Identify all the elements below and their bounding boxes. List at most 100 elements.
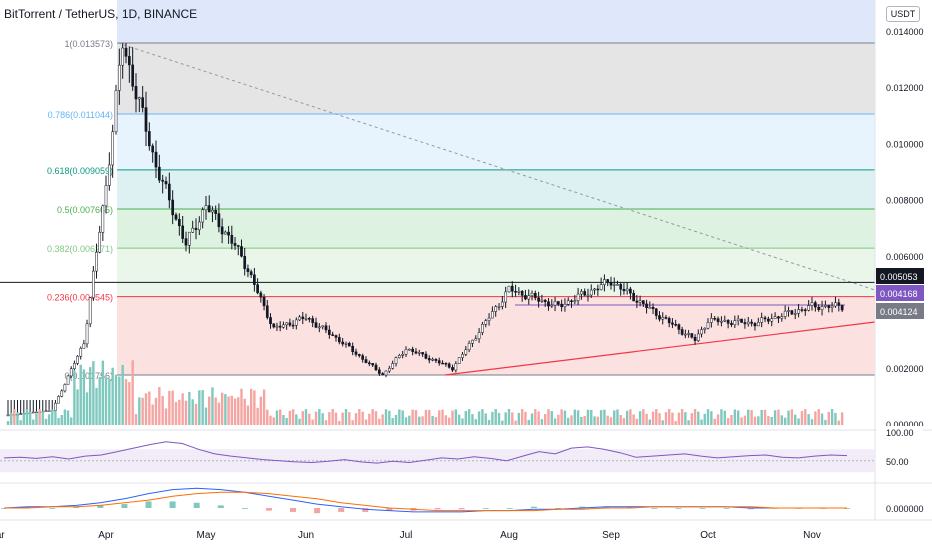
macd-histogram-bar [362, 508, 369, 512]
volume-bar [693, 409, 697, 425]
macd-histogram-bar [49, 508, 56, 509]
candle-up [137, 97, 141, 100]
macd-histogram-bar [699, 508, 706, 509]
volume-bar [622, 418, 626, 425]
volume-bar [807, 414, 810, 425]
candle-up [285, 322, 288, 326]
volume-bar [171, 390, 174, 425]
candle-up [294, 319, 298, 326]
candle-down [265, 305, 269, 318]
candle-up [44, 410, 48, 412]
candle-down [157, 166, 161, 181]
volume-bar [191, 399, 194, 425]
candle-up [540, 299, 544, 302]
volume-bar [583, 415, 586, 425]
candle-down [447, 363, 451, 368]
candle-down [790, 310, 794, 315]
macd-histogram-bar [265, 508, 272, 511]
volume-bar [391, 418, 394, 425]
volume-bar [421, 416, 424, 425]
candle-up [211, 209, 214, 213]
volume-bar [331, 409, 334, 425]
candle-down [763, 317, 767, 320]
candle-up [35, 411, 38, 414]
candle-up [783, 310, 787, 317]
volume-bar [418, 416, 421, 425]
volume-bar [570, 415, 573, 425]
volume-bar [697, 411, 700, 425]
candle-up [114, 90, 118, 133]
price-tick-label: 0.014000 [886, 27, 924, 37]
candle-down [220, 226, 224, 235]
candle-up [417, 352, 421, 354]
candle-up [720, 320, 723, 323]
volume-bar [158, 387, 161, 425]
volume-bar [414, 410, 418, 425]
candle-up [773, 316, 777, 319]
candle-down [533, 292, 537, 299]
candle-up [31, 411, 35, 414]
candle-down [622, 289, 626, 292]
volume-bar [474, 419, 477, 425]
candle-down [233, 243, 237, 246]
volume-bar [311, 419, 314, 425]
fib-top-zone [117, 0, 875, 43]
volume-bar [108, 378, 111, 425]
volume-bar [431, 415, 434, 425]
volume-bar [484, 413, 487, 425]
volume-bar [124, 379, 128, 425]
candle-down [645, 303, 648, 309]
fib-level-label: 0.382(0.006271) [47, 244, 113, 254]
candle-down [364, 359, 368, 364]
volume-bar [794, 414, 797, 425]
rsi-tick-label: 50.00 [886, 457, 909, 467]
volume-bar [590, 409, 593, 425]
volume-bar [269, 415, 272, 425]
volume-bar [57, 418, 60, 425]
candle-up [66, 375, 70, 385]
candle-up [304, 318, 308, 320]
currency-button[interactable]: USDT [886, 6, 920, 22]
candle-down [609, 282, 613, 286]
volume-bar [121, 364, 124, 425]
volume-bar [314, 411, 318, 425]
volume-bar [753, 416, 757, 425]
candle-up [404, 349, 408, 355]
candle-down [606, 279, 610, 283]
volume-bar [243, 398, 246, 425]
candle-up [603, 279, 606, 285]
candle-up [580, 291, 583, 295]
candle-down [377, 369, 381, 374]
candle-down [543, 299, 547, 302]
ascending-trendline [444, 321, 876, 376]
candle-up [457, 357, 461, 364]
volume-bar [700, 419, 703, 425]
candle-up [431, 358, 434, 361]
volume-bar [747, 409, 750, 425]
volume-bar [301, 411, 304, 425]
volume-bar [278, 409, 282, 425]
candle-down [327, 329, 331, 335]
volume-bar [736, 410, 740, 425]
volume-bar [128, 382, 131, 425]
candle-up [224, 231, 227, 235]
candle-up [107, 164, 111, 186]
rsi-tick-label: 100.00 [886, 428, 914, 438]
volume-bar [88, 367, 92, 425]
candle-up [834, 302, 837, 307]
volume-bar [540, 419, 544, 425]
volume-bar [668, 409, 671, 425]
candle-down [713, 317, 717, 320]
candle-up [710, 317, 713, 323]
candle-down [557, 301, 560, 305]
volume-bar [101, 360, 105, 425]
candle-up [661, 317, 665, 320]
candle-down [167, 183, 171, 201]
candle-up [487, 317, 491, 321]
candle-up [477, 332, 481, 339]
volume-bar [266, 409, 269, 425]
candle-down [307, 318, 311, 320]
candle-down [347, 343, 351, 347]
volume-bar [233, 398, 237, 425]
